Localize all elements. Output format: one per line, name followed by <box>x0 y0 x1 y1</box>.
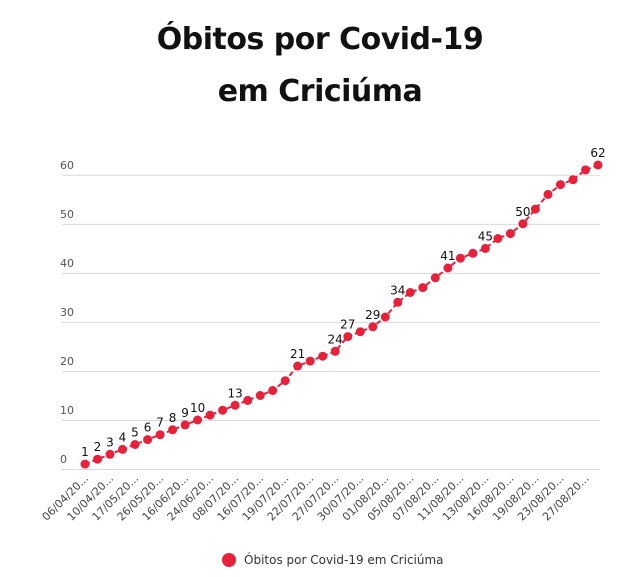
data-point[interactable] <box>443 263 453 273</box>
data-point[interactable] <box>543 189 553 199</box>
data-label: 34 <box>390 283 405 297</box>
data-point[interactable] <box>368 322 378 332</box>
data-label: 29 <box>365 308 380 322</box>
data-label: 9 <box>181 406 189 420</box>
data-point[interactable] <box>105 449 115 459</box>
y-tick-label: 50 <box>60 208 74 221</box>
data-point[interactable] <box>380 312 390 322</box>
data-label: 8 <box>169 411 177 425</box>
data-label: 2 <box>94 440 102 454</box>
y-tick-label: 20 <box>60 355 74 368</box>
data-point[interactable] <box>468 248 478 258</box>
data-point[interactable] <box>505 229 515 239</box>
data-point[interactable] <box>556 180 565 190</box>
data-point[interactable] <box>530 204 540 214</box>
data-point[interactable] <box>393 297 403 307</box>
data-label: 45 <box>478 229 493 243</box>
data-point[interactable] <box>168 425 178 435</box>
data-point[interactable] <box>330 346 340 356</box>
y-tick-label: 40 <box>60 257 74 270</box>
data-point[interactable] <box>430 273 440 283</box>
data-point[interactable] <box>493 234 503 243</box>
data-point[interactable] <box>455 253 465 263</box>
data-point[interactable] <box>480 243 490 253</box>
data-label: 21 <box>290 347 305 361</box>
data-label: 24 <box>328 332 343 346</box>
data-point[interactable] <box>93 454 102 464</box>
data-point[interactable] <box>180 420 190 430</box>
data-label: 6 <box>144 421 152 435</box>
data-label: 41 <box>440 249 455 263</box>
data-point[interactable] <box>118 444 127 454</box>
data-label: 62 <box>590 146 605 160</box>
data-label: 27 <box>340 318 355 332</box>
data-point[interactable] <box>218 405 228 415</box>
data-point[interactable] <box>268 386 278 395</box>
data-point[interactable] <box>568 175 578 185</box>
data-point[interactable] <box>280 376 290 386</box>
data-label: 4 <box>119 430 127 444</box>
data-label: 7 <box>156 416 164 430</box>
data-point[interactable] <box>343 332 353 342</box>
data-point[interactable] <box>318 351 328 361</box>
data-point[interactable] <box>305 356 315 366</box>
data-point[interactable] <box>405 288 415 297</box>
legend[interactable]: Óbitos por Covid-19 em Criciúma <box>222 550 444 570</box>
y-tick-label: 0 <box>60 453 67 466</box>
data-point[interactable] <box>581 165 590 175</box>
data-point[interactable] <box>230 400 240 410</box>
data-point[interactable] <box>355 327 365 337</box>
y-tick-label: 30 <box>60 306 74 319</box>
data-point[interactable] <box>593 160 603 170</box>
data-point[interactable] <box>155 430 165 440</box>
chart-title-line-1: Óbitos por Covid-19 <box>156 22 484 57</box>
data-label: 1 <box>81 445 89 459</box>
chart-title-line-2: em Criciúma <box>217 74 423 109</box>
data-point[interactable] <box>255 391 265 400</box>
data-point[interactable] <box>418 283 428 293</box>
data-label: 3 <box>106 435 114 449</box>
data-point[interactable] <box>293 361 303 371</box>
data-label: 10 <box>190 401 205 415</box>
y-tick-label: 10 <box>60 404 74 417</box>
data-point[interactable] <box>518 219 528 229</box>
data-label: 5 <box>131 426 139 440</box>
data-point[interactable] <box>243 395 253 405</box>
data-point[interactable] <box>143 435 153 445</box>
data-point[interactable] <box>193 415 203 425</box>
legend-marker-icon <box>222 553 236 567</box>
y-tick-label: 60 <box>60 159 74 172</box>
data-point[interactable] <box>130 440 140 449</box>
data-label: 13 <box>227 386 242 400</box>
data-label: 50 <box>515 205 530 219</box>
data-point[interactable] <box>80 459 90 469</box>
data-point[interactable] <box>205 410 215 420</box>
legend-label: Óbitos por Covid-19 em Criciúma <box>244 553 444 567</box>
